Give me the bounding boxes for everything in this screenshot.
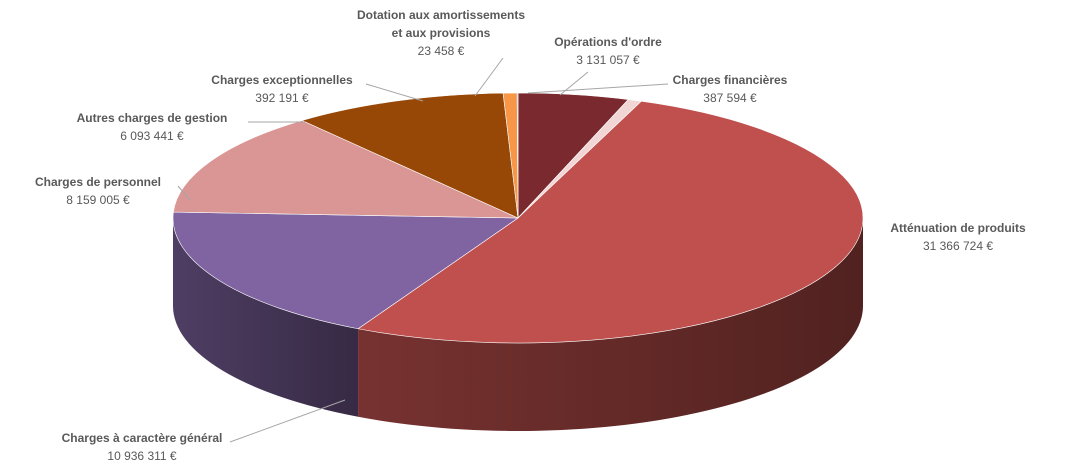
leader-line-charges-exceptionnelles — [365, 83, 424, 102]
data-label-name-charges-financieres: Charges financières — [673, 73, 788, 87]
data-label-name-dotation-aux-amortissements-et-aux-provisions-1: Dotation aux amortissements — [357, 8, 525, 22]
data-label-name-autres-charges-de-gestion: Autres charges de gestion — [77, 111, 228, 125]
pie-slice-dotation-aux-amortissements-et-aux-provisions — [516, 92, 519, 219]
pie-slice-attenuation-de-produits — [357, 100, 864, 344]
data-labels: Opérations d'ordre 3 131 057 € Charges fin… — [35, 8, 1026, 463]
data-label-name-dotation-aux-amortissements-et-aux-provisions-2: et aux provisions — [392, 26, 491, 40]
data-label-name-attenuation-de-produits: Atténuation de produits — [890, 221, 1026, 235]
data-label-value-charges-financieres: 387 594 € — [703, 91, 757, 105]
data-label-value-charges-de-personnel: 8 159 005 € — [66, 193, 130, 207]
data-label-name-charges-exceptionnelles: Charges exceptionnelles — [211, 73, 353, 87]
pie-tops — [172, 92, 864, 344]
pie-sides — [173, 218, 863, 431]
pie-slice-charges-a-caractere-general — [172, 211, 519, 330]
data-label-value-charges-a-caractere-general: 10 936 311 € — [107, 449, 177, 463]
data-label-value-autres-charges-de-gestion: 6 093 441 € — [120, 129, 184, 143]
data-label-value-attenuation-de-produits: 31 366 724 € — [923, 239, 993, 253]
leader-line-charges-de-personnel — [177, 185, 191, 201]
leader-line-charges-financieres — [527, 83, 669, 94]
pie-side-attenuation-de-produits — [358, 218, 863, 431]
data-label-name-charges-a-caractere-general: Charges à caractère général — [62, 431, 223, 445]
leader-line-dotation-aux-amortissements-et-aux-provisions — [474, 57, 504, 97]
data-label-value-dotation-aux-amortissements-et-aux-provisions: 23 458 € — [418, 44, 465, 58]
pie-slice-charges-de-personnel — [173, 120, 519, 219]
leader-line-charges-a-caractere-general — [229, 399, 346, 443]
data-label-value-charges-exceptionnelles: 392 191 € — [255, 91, 309, 105]
pie-slice-autres-charges-de-gestion — [301, 92, 519, 219]
data-label-name-operations-d-ordre: Opérations d'ordre — [554, 35, 662, 49]
data-label-value-operations-d-ordre: 3 131 057 € — [576, 53, 640, 67]
pie-side-charges-a-caractere-general — [173, 218, 359, 417]
data-label-name-charges-de-personnel: Charges de personnel — [35, 175, 161, 189]
leader-lines — [177, 57, 669, 443]
leader-line-operations-d-ordre — [559, 71, 589, 96]
